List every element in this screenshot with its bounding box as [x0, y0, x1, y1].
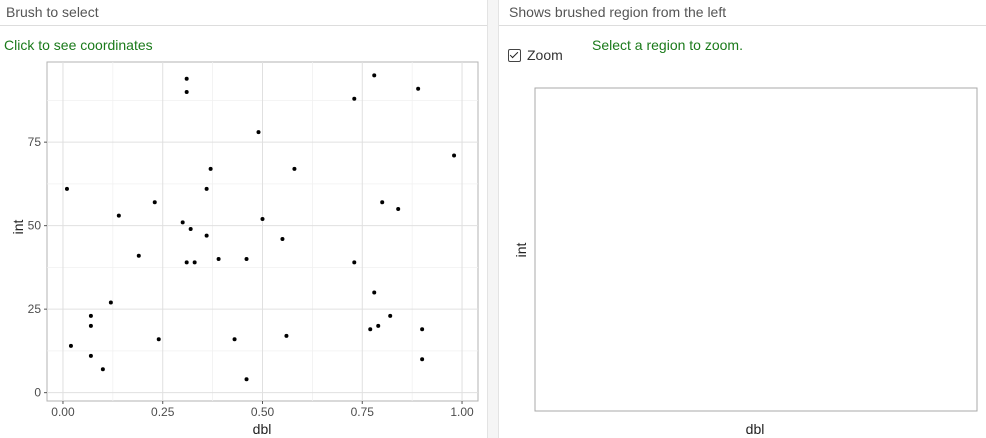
- data-point[interactable]: [372, 73, 377, 78]
- data-point[interactable]: [232, 337, 237, 342]
- x-tick-label: 0.50: [251, 405, 275, 419]
- data-point[interactable]: [184, 90, 189, 95]
- data-point[interactable]: [156, 337, 161, 342]
- data-point[interactable]: [380, 200, 385, 205]
- data-point[interactable]: [88, 323, 93, 328]
- data-point[interactable]: [244, 257, 249, 262]
- data-point[interactable]: [188, 226, 193, 231]
- data-point[interactable]: [368, 327, 373, 332]
- data-point[interactable]: [152, 200, 157, 205]
- axes: 0.00 0.25 0.50 0.75 1.00 0 25 50 75: [28, 135, 474, 419]
- data-point[interactable]: [108, 300, 113, 305]
- zoom-hint: Select a region to zoom.: [592, 37, 743, 53]
- data-point[interactable]: [204, 186, 209, 191]
- right-panel: Shows brushed region from the left Zoom …: [499, 0, 986, 438]
- data-point[interactable]: [184, 76, 189, 81]
- data-point[interactable]: [100, 367, 105, 372]
- grid-lines: [46, 61, 479, 402]
- panel-divider: [487, 0, 499, 438]
- zoom-plot[interactable]: dbl int: [499, 0, 986, 438]
- y-axis-label: int: [10, 220, 26, 235]
- zoom-y-axis-label: int: [513, 243, 529, 258]
- data-point[interactable]: [204, 233, 209, 238]
- data-point[interactable]: [280, 237, 285, 242]
- data-point[interactable]: [416, 86, 421, 91]
- data-point[interactable]: [260, 216, 265, 221]
- y-tick-label: 75: [28, 135, 42, 149]
- data-point[interactable]: [244, 377, 249, 382]
- data-point[interactable]: [192, 260, 197, 265]
- data-point[interactable]: [420, 357, 425, 362]
- data-point[interactable]: [136, 253, 141, 258]
- data-point[interactable]: [420, 327, 425, 332]
- coordinates-hint: Click to see coordinates: [4, 37, 153, 53]
- data-point[interactable]: [88, 353, 93, 358]
- zoom-x-axis-label: dbl: [746, 421, 765, 437]
- zoom-toggle[interactable]: Zoom: [508, 47, 563, 63]
- data-point[interactable]: [64, 186, 69, 191]
- data-point[interactable]: [376, 323, 381, 328]
- data-point[interactable]: [352, 260, 357, 265]
- data-point[interactable]: [216, 257, 221, 262]
- data-point[interactable]: [256, 130, 261, 135]
- data-point[interactable]: [284, 333, 289, 338]
- left-panel: Brush to select Click to see coordinates…: [0, 0, 487, 438]
- scatter-plot[interactable]: 0.00 0.25 0.50 0.75 1.00 0 25 50 75 dbl int: [0, 0, 487, 438]
- y-tick-label: 50: [28, 219, 42, 233]
- y-tick-label: 25: [28, 302, 42, 316]
- data-point[interactable]: [352, 96, 357, 101]
- x-tick-label: 1.00: [450, 405, 474, 419]
- x-tick-label: 0.00: [51, 405, 75, 419]
- data-point[interactable]: [88, 313, 93, 318]
- data-point[interactable]: [396, 206, 401, 211]
- data-point[interactable]: [372, 290, 377, 295]
- data-point[interactable]: [180, 220, 185, 225]
- data-point[interactable]: [208, 166, 213, 171]
- data-point[interactable]: [292, 166, 297, 171]
- zoom-plot-area[interactable]: [534, 87, 978, 412]
- right-panel-header: Shows brushed region from the left: [499, 0, 986, 26]
- zoom-label: Zoom: [527, 47, 563, 63]
- data-point[interactable]: [184, 260, 189, 265]
- data-point[interactable]: [68, 343, 73, 348]
- data-points: [64, 73, 457, 382]
- x-axis-label: dbl: [253, 421, 272, 437]
- data-point[interactable]: [388, 313, 393, 318]
- x-tick-label: 0.75: [351, 405, 375, 419]
- zoom-checkbox[interactable]: [508, 48, 521, 62]
- x-tick-label: 0.25: [151, 405, 175, 419]
- data-point[interactable]: [452, 153, 457, 158]
- y-tick-label: 0: [34, 386, 41, 400]
- left-panel-header: Brush to select: [0, 0, 487, 26]
- data-point[interactable]: [116, 213, 121, 218]
